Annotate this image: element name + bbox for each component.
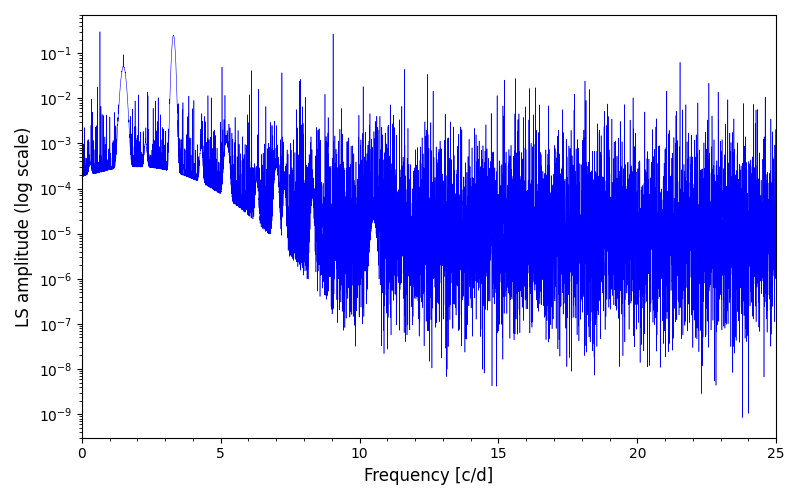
X-axis label: Frequency [c/d]: Frequency [c/d] bbox=[364, 467, 494, 485]
Y-axis label: LS amplitude (log scale): LS amplitude (log scale) bbox=[15, 126, 33, 326]
